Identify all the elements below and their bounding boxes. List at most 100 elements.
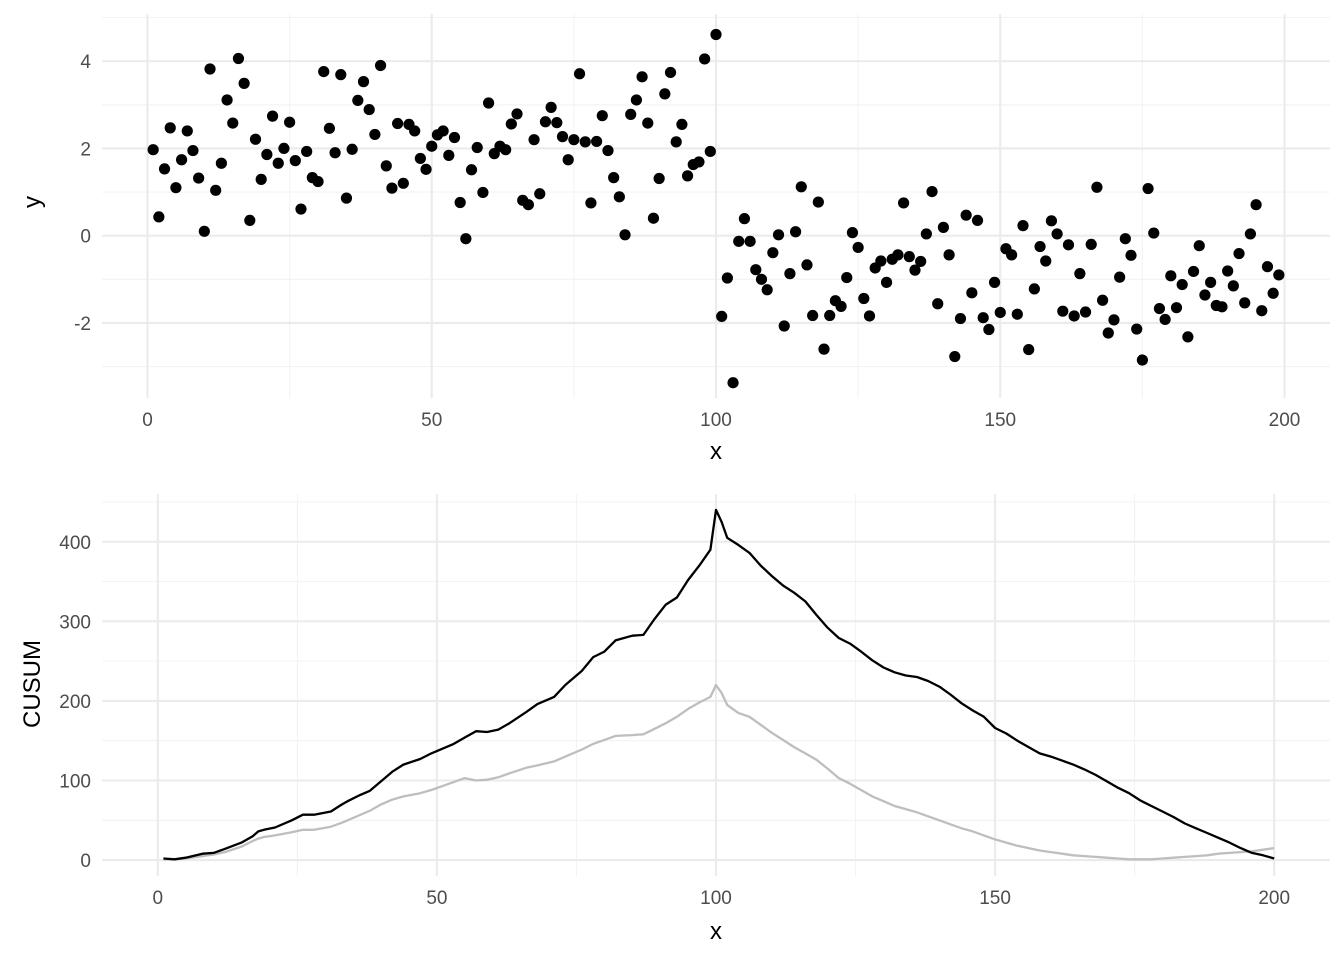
scatter-points bbox=[147, 28, 1285, 389]
data-point bbox=[1261, 261, 1274, 273]
data-point bbox=[238, 77, 250, 89]
data-point bbox=[170, 182, 182, 194]
data-point bbox=[988, 276, 1001, 288]
data-point bbox=[551, 117, 563, 129]
data-point bbox=[420, 163, 432, 175]
data-point bbox=[1119, 233, 1131, 245]
data-point bbox=[374, 59, 387, 72]
data-point bbox=[727, 377, 739, 389]
cusum-x-axis-title: x bbox=[710, 918, 722, 945]
data-point bbox=[733, 235, 745, 247]
data-point bbox=[954, 312, 967, 325]
data-point bbox=[215, 157, 227, 169]
data-point bbox=[465, 164, 478, 176]
data-point bbox=[932, 298, 944, 310]
data-point bbox=[926, 186, 938, 198]
data-point bbox=[1102, 327, 1114, 339]
data-point bbox=[949, 350, 961, 363]
data-point bbox=[863, 310, 876, 322]
data-point bbox=[744, 235, 756, 247]
data-point bbox=[363, 103, 375, 116]
data-point bbox=[1165, 270, 1177, 282]
data-point bbox=[880, 276, 893, 288]
data-point bbox=[977, 312, 989, 324]
data-point bbox=[289, 155, 301, 167]
data-point bbox=[471, 141, 483, 154]
data-point bbox=[721, 272, 733, 284]
scatter-panel: 0 50 100 150 200 -2 0 2 4 x y bbox=[19, 14, 1330, 465]
data-point bbox=[960, 209, 972, 221]
data-point bbox=[397, 177, 409, 189]
scatter-y-tick-labels: -2 0 2 4 bbox=[74, 52, 91, 335]
data-point bbox=[164, 122, 176, 134]
data-point bbox=[1170, 302, 1183, 314]
data-point bbox=[1250, 199, 1262, 211]
data-point bbox=[147, 144, 159, 156]
data-point bbox=[852, 241, 864, 254]
data-point bbox=[858, 292, 870, 305]
data-point bbox=[693, 156, 705, 168]
data-point bbox=[699, 53, 711, 65]
cusum-x-tick-labels: 0 50 100 150 200 bbox=[153, 888, 1291, 909]
data-point bbox=[676, 118, 688, 130]
data-point bbox=[784, 268, 796, 280]
data-point bbox=[187, 144, 199, 157]
scatter-y-tick-label: 0 bbox=[80, 227, 91, 248]
data-point bbox=[414, 152, 426, 165]
data-point bbox=[153, 211, 165, 223]
data-point bbox=[1051, 228, 1063, 240]
cusum-y-axis-title: CUSUM bbox=[19, 640, 46, 728]
data-point bbox=[1142, 182, 1154, 195]
data-point bbox=[898, 197, 910, 209]
data-point bbox=[1091, 181, 1103, 193]
cusum-y-tick-label: 200 bbox=[59, 692, 91, 713]
data-point bbox=[613, 191, 625, 203]
data-point bbox=[1045, 215, 1058, 227]
data-point bbox=[249, 133, 262, 145]
data-point bbox=[369, 128, 381, 141]
data-point bbox=[1096, 294, 1109, 306]
data-point bbox=[562, 154, 574, 166]
data-point bbox=[846, 227, 859, 239]
data-point bbox=[915, 255, 927, 268]
data-point bbox=[1176, 278, 1188, 291]
scatter-x-tick-label: 0 bbox=[142, 410, 153, 431]
data-point bbox=[1216, 301, 1228, 313]
data-point bbox=[346, 143, 358, 155]
data-point bbox=[841, 271, 853, 284]
data-point bbox=[255, 173, 267, 185]
data-point bbox=[392, 117, 404, 130]
data-point bbox=[778, 320, 790, 332]
cusum-y-tick-label: 100 bbox=[59, 772, 91, 793]
data-point bbox=[664, 66, 677, 79]
data-point bbox=[704, 145, 716, 158]
data-point bbox=[1131, 323, 1143, 335]
data-point bbox=[710, 28, 722, 41]
data-point bbox=[920, 228, 932, 240]
data-point bbox=[761, 284, 773, 296]
scatter-y-tick-label: 4 bbox=[80, 52, 91, 73]
data-point bbox=[198, 225, 210, 237]
data-point bbox=[357, 76, 370, 88]
data-point bbox=[835, 300, 847, 312]
data-point bbox=[232, 52, 245, 65]
data-point bbox=[426, 140, 438, 152]
scatter-x-tick-labels: 0 50 100 150 200 bbox=[142, 410, 1300, 431]
data-point bbox=[789, 226, 802, 238]
data-point bbox=[352, 94, 364, 106]
data-point bbox=[500, 144, 512, 156]
data-point bbox=[892, 249, 904, 261]
data-point bbox=[1267, 287, 1279, 299]
data-point bbox=[1085, 238, 1097, 250]
cusum-x-tick-label: 100 bbox=[700, 888, 732, 909]
data-point bbox=[1125, 249, 1137, 261]
data-point bbox=[1074, 268, 1086, 280]
data-point bbox=[1062, 239, 1075, 251]
scatter-major-grid bbox=[102, 14, 1330, 398]
cusum-y-tick-labels: 0 100 200 300 400 bbox=[59, 533, 91, 872]
data-point bbox=[596, 110, 608, 122]
data-point bbox=[1244, 228, 1257, 240]
data-point bbox=[681, 170, 694, 182]
data-point bbox=[772, 229, 785, 241]
